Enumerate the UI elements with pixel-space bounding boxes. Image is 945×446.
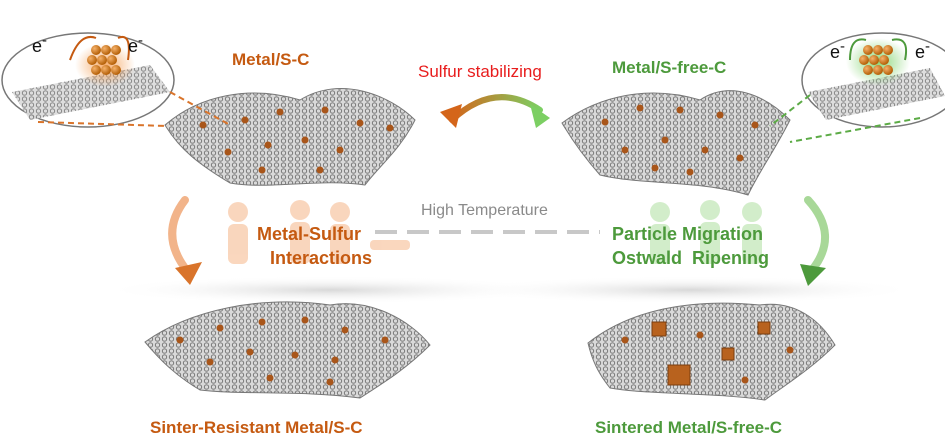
label-sintered: Sintered Metal/S-free-C: [595, 418, 783, 437]
figures-left: [228, 200, 410, 264]
label-ostwald-ripening: Ostwald Ripening: [612, 248, 770, 268]
inset-right: [801, 32, 945, 128]
particles-top-left: [199, 106, 394, 174]
electron-label-left-1: e-: [32, 32, 47, 57]
label-particle-migration: Particle Migration: [612, 224, 764, 244]
electron-label-left-2: e-: [128, 32, 143, 57]
sheet-bottom-left: [144, 301, 431, 399]
electron-charge: -: [925, 38, 931, 55]
sheet-top-left: [164, 88, 416, 186]
particles-bottom-left: [176, 316, 389, 386]
sintered-particles: [621, 321, 794, 386]
electron-charge: -: [138, 32, 144, 49]
electron-charge: -: [840, 38, 846, 55]
sheet-bottom-right: [587, 302, 836, 401]
inset-left: [1, 32, 175, 128]
electron-symbol: e: [32, 36, 43, 56]
electron-label-right-2: e-: [915, 38, 930, 63]
electron-symbol: e: [830, 42, 841, 62]
sulfur-stabilizing-arrow: [440, 94, 550, 128]
particles-top-right: [601, 104, 759, 176]
sheet-top-right: [561, 90, 791, 196]
electron-symbol: e: [915, 42, 926, 62]
label-interactions: Interactions: [270, 248, 373, 268]
connector-right: [769, 94, 921, 143]
down-arrow-left: [168, 196, 202, 285]
label-sinter-resistant: Sinter-Resistant Metal/S-C: [150, 418, 363, 437]
shadow-mid-left: [100, 276, 560, 304]
connector-left: [37, 91, 231, 127]
electron-charge: -: [42, 32, 48, 49]
label-metal-s-free-c: Metal/S-free-C: [612, 58, 727, 77]
label-high-temperature: High Temperature: [421, 202, 548, 219]
shadow-mid-right: [460, 276, 920, 304]
label-sulfur-stabilizing: Sulfur stabilizing: [418, 62, 542, 81]
electron-label-right-1: e-: [830, 38, 845, 63]
label-metal-s-c: Metal/S-C: [232, 50, 310, 69]
down-arrow-right: [800, 196, 829, 286]
label-metal-sulfur: Metal-Sulfur: [257, 224, 362, 244]
figures-right: [650, 200, 762, 264]
electron-symbol: e: [128, 36, 139, 56]
